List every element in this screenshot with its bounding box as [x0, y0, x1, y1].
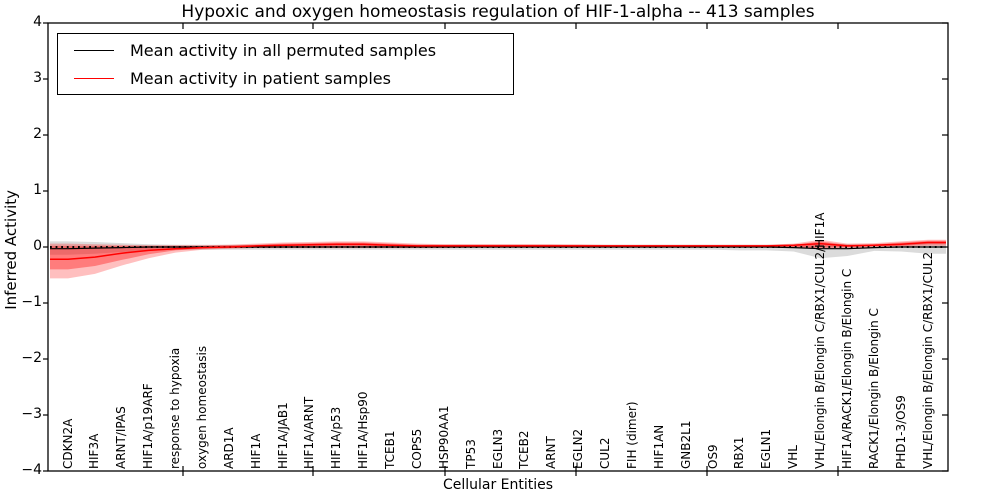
y-tick-label: 3 — [33, 70, 42, 86]
x-tick-label: HIF1A/ARNT — [302, 396, 317, 469]
x-tick-label: HIF1A/p53 — [329, 406, 344, 469]
x-tick-label: ARNT — [544, 436, 559, 469]
x-tick-label: HIF3A — [87, 433, 102, 469]
x-tick-label: ARD1A — [221, 427, 236, 469]
legend-entry-patient: Mean activity in patient samples — [70, 64, 513, 92]
legend-entry-permuted: Mean activity in all permuted samples — [70, 36, 513, 64]
x-tick-label: HIF1A/p19ARF — [141, 383, 156, 469]
y-tick-label: 1 — [33, 182, 42, 198]
x-tick-label: HIF1A — [248, 433, 263, 469]
legend: Mean activity in all permuted samples Me… — [57, 33, 514, 95]
patient-mean-line — [50, 241, 946, 261]
x-tick-label: EGLN3 — [490, 428, 505, 469]
x-tick-label: COPS5 — [409, 428, 424, 469]
x-tick-label: HSP90AA1 — [436, 405, 451, 469]
y-tick-label: 0 — [33, 238, 42, 254]
x-tick-label: OS9 — [705, 444, 720, 469]
x-tick-label: ARNT/IPAS — [114, 406, 129, 469]
x-tick-label: PHD1-3/OS9 — [893, 395, 908, 469]
x-tick-label: CDKN2A — [60, 418, 75, 469]
y-tick-label: 2 — [33, 126, 42, 142]
x-tick-label: EGLN1 — [759, 428, 774, 469]
x-axis-label: Cellular Entities — [442, 477, 554, 493]
x-tick-label: RACK1/Elongin B/Elongin C — [866, 308, 881, 469]
x-tick-label: TCEB2 — [517, 430, 532, 469]
x-tick-label: HIF1AN — [651, 424, 666, 469]
x-tick-label: HIF1A/Hsp90 — [356, 391, 371, 469]
x-tick-label: oxygen homeostasis — [194, 345, 209, 469]
x-tick-label: CUL2 — [598, 437, 612, 469]
x-tick-label: VHL/Elongin B/Elongin C/RBX1/CUL2 — [920, 251, 935, 469]
x-tick-label: EGLN2 — [571, 428, 586, 469]
legend-label-patient: Mean activity in patient samples — [130, 68, 391, 88]
legend-label-permuted: Mean activity in all permuted samples — [130, 40, 437, 60]
legend-line-permuted — [74, 49, 114, 51]
y-tick-label: −1 — [21, 294, 42, 310]
x-tick-label: response to hypoxia — [168, 347, 182, 469]
y-tick-label: −4 — [21, 462, 42, 478]
chart-title: Hypoxic and oxygen homeostasis regulatio… — [181, 2, 815, 22]
y-tick-label: 4 — [33, 14, 42, 30]
legend-line-patient — [74, 77, 114, 79]
x-tick-label: FIH (dimer) — [624, 401, 639, 469]
y-tick-label: −2 — [21, 350, 42, 366]
x-tick-label: VHL/Elongin B/Elongin C/RBX1/CUL2/HIF1A — [813, 212, 827, 469]
x-tick-label: HIF1A/JAB1 — [275, 402, 290, 469]
x-tick-label: TP53 — [463, 439, 478, 469]
x-tick-label: HIF1A/RACK1/Elongin B/Elongin C — [839, 268, 854, 469]
x-tick-label: GNB2L1 — [678, 420, 693, 469]
y-tick-label: −3 — [21, 406, 42, 422]
x-tick-label: TCEB1 — [383, 430, 397, 469]
x-tick-label: VHL — [786, 445, 801, 469]
x-tick-label: RBX1 — [732, 436, 747, 469]
